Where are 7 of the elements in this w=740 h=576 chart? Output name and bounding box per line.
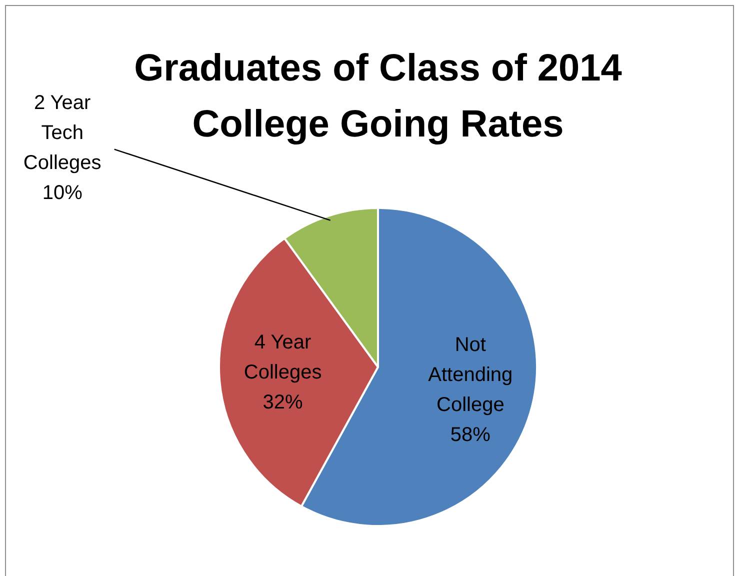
data-label: 10%: [42, 182, 83, 204]
slice-label: Not Attending College: [428, 334, 513, 416]
chart-title: Graduates of Class of 2014 College Going Rates: [134, 47, 622, 146]
data-label: 58%: [450, 424, 491, 446]
data-label: 32%: [262, 392, 304, 414]
slice-label: 4 Year Colleges: [244, 332, 322, 384]
slice-label: 2 Year Tech Colleges: [23, 92, 102, 174]
